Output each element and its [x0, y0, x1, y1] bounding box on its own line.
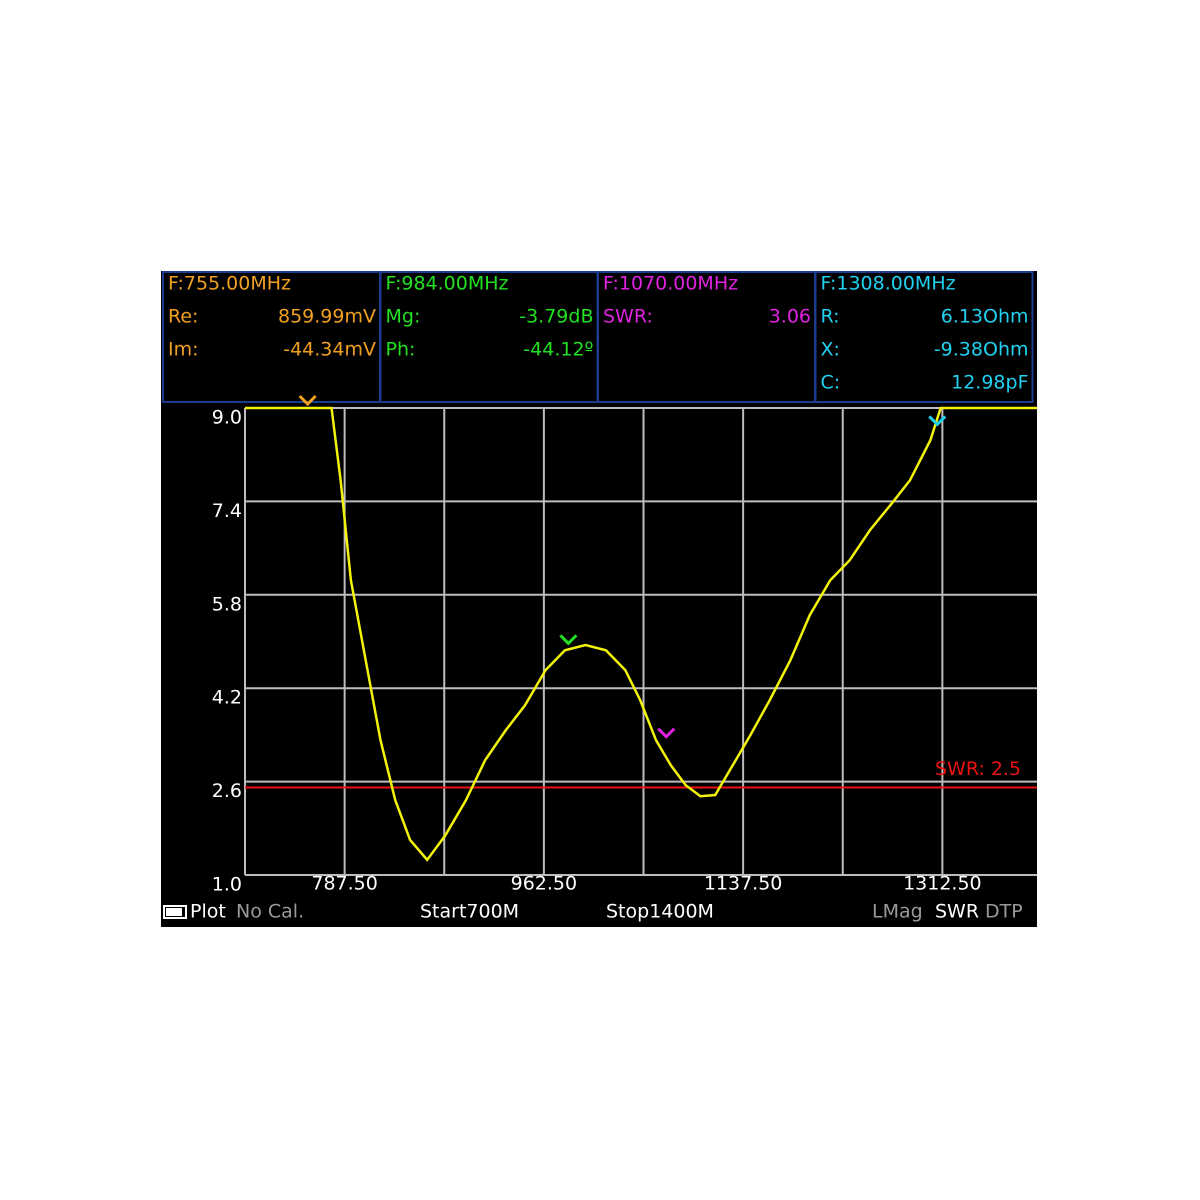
readout-label: X: — [821, 339, 840, 361]
readout-value: -3.79dB — [519, 306, 593, 328]
status-item: No Cal. — [236, 901, 304, 923]
status-item: DTP — [985, 901, 1023, 923]
status-item: Plot — [190, 901, 226, 923]
x-tick-label: 1312.50 — [903, 873, 982, 895]
readout-label: C: — [821, 372, 841, 394]
marker-frequency: F:755.00MHz — [168, 273, 291, 295]
marker — [298, 394, 317, 407]
y-tick-label: 4.2 — [212, 687, 242, 709]
readout-value: 859.99mV — [278, 306, 376, 328]
battery-level — [166, 908, 182, 916]
marker-frequency: F:984.00MHz — [386, 273, 509, 295]
readout-label: Ph: — [386, 339, 416, 361]
battery-icon — [163, 905, 187, 919]
screen-content: F:755.00MHz Re: 859.99mV Im: -44.34mV F:984.0… — [162, 271, 1037, 923]
x-tick-label: 787.50 — [311, 873, 377, 895]
marker-panel — [814, 271, 1034, 403]
status-item: Start700M — [420, 901, 519, 923]
marker-frequency: F:1308.00MHz — [821, 273, 956, 295]
status-item: Stop1400M — [606, 901, 714, 923]
readout-value: -44.12º — [523, 339, 593, 361]
y-tick-label: 2.6 — [212, 780, 242, 802]
swr-trace — [245, 406, 1037, 862]
x-tick-label: 1137.50 — [704, 873, 783, 895]
y-tick-label: 9.0 — [212, 407, 242, 429]
status-item: SWR — [935, 901, 979, 923]
marker — [559, 634, 578, 646]
marker — [657, 727, 676, 739]
y-tick-label: 1.0 — [212, 874, 242, 896]
readout-label: Re: — [168, 306, 198, 328]
readout-label: SWR: — [603, 306, 653, 328]
readout-label: Im: — [168, 339, 199, 361]
x-tick-label: 962.50 — [511, 873, 577, 895]
y-tick-label: 7.4 — [212, 500, 242, 522]
swr-threshold-label: SWR: 2.5 — [935, 758, 1021, 780]
marker-frequency: F:1070.00MHz — [603, 273, 738, 295]
readout-value: -44.34mV — [283, 339, 376, 361]
status-item: LMag — [872, 901, 923, 923]
readout-value: -9.38Ohm — [934, 339, 1029, 361]
readout-value: 3.06 — [769, 306, 811, 328]
y-tick-label: 5.8 — [212, 593, 242, 615]
marker — [928, 415, 947, 427]
readout-label: R: — [821, 306, 840, 328]
readout-value: 12.98pF — [951, 372, 1028, 394]
readout-label: Mg: — [386, 306, 421, 328]
readout-value: 6.13Ohm — [941, 306, 1029, 328]
